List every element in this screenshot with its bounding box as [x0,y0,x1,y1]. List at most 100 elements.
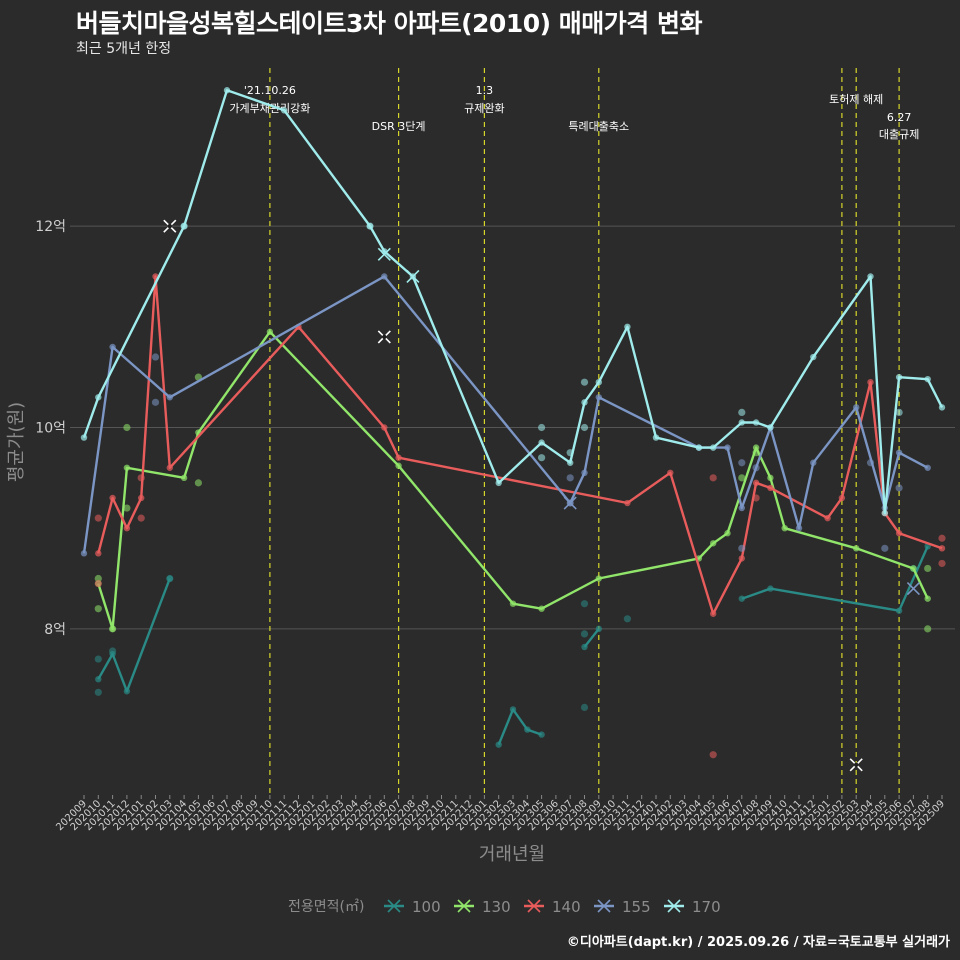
data-point [738,419,745,426]
data-point [895,373,903,381]
marker-center [854,762,859,767]
data-point [595,575,602,582]
legend-swatch-x [387,899,401,913]
series-line [97,578,171,693]
data-point [595,378,602,386]
data-point [381,424,388,431]
data-point [366,222,374,230]
series-line [497,708,542,746]
data-point [94,655,102,663]
data-point [710,610,717,617]
marker-center [167,223,172,229]
data-point [938,559,946,568]
series-layer [80,87,946,772]
data-point [866,459,875,467]
data-point [767,585,774,592]
series-line [82,89,944,515]
data-point [767,424,774,431]
data-point [123,524,131,532]
series-line [741,545,929,612]
data-point [166,394,173,401]
event-label: 특례대출축소 [568,120,629,133]
data-point [824,514,831,522]
x-axis-label: 거래년월 [479,844,545,865]
data-point [566,449,574,457]
data-point [137,474,145,482]
data-point [924,595,931,602]
data-point [795,524,803,532]
data-point [95,550,102,557]
y-tick-label: 8억 [44,622,66,638]
data-point [581,469,588,477]
data-point [895,408,903,416]
data-point [738,555,745,562]
data-point [138,494,145,502]
data-point [538,454,546,462]
marker-stroke [563,496,577,510]
data-point [581,643,588,651]
data-point [194,479,202,487]
data-point [710,540,717,547]
data-point [580,630,589,638]
data-point [738,504,745,512]
event-label: 토허제 해제 [829,92,883,106]
legend-label: 140 [552,898,581,916]
data-point [895,484,903,492]
data-point [938,404,946,411]
data-point [538,439,545,446]
data-point [867,273,874,280]
data-point [752,479,760,487]
data-point [180,222,188,230]
data-point [595,625,602,633]
data-point [109,625,117,633]
data-point [566,474,574,482]
cancel-marker [163,219,177,233]
data-point [109,494,116,502]
data-point [738,459,746,467]
data-point [123,504,131,512]
data-point [123,464,131,471]
data-point [624,499,631,507]
data-point [281,107,288,114]
data-point [109,343,116,351]
data-point [223,87,231,94]
data-point [151,398,160,406]
data-point [910,565,917,572]
data-point [266,328,274,336]
series-100 [94,543,931,748]
data-point [381,273,388,280]
data-point [695,444,703,451]
data-point [752,464,760,472]
data-point [752,494,760,502]
data-point [123,423,131,432]
data-point [924,375,931,383]
data-point [94,514,102,522]
event-label: 대출규제 [879,128,919,141]
grid-lines [70,225,955,630]
data-point [180,474,188,482]
data-point [881,509,888,517]
data-point [738,474,746,482]
data-point [94,574,102,583]
data-point [509,706,517,713]
data-point [137,514,145,522]
data-point [623,615,632,623]
legend-swatch-x [667,899,681,913]
data-point [938,534,946,542]
data-point [595,394,602,401]
data-point [95,394,102,401]
data-point [166,464,173,471]
chart-title: 버들치마을성복힐스테이트3차 아파트(2010) 매매가격 변화 [76,9,702,38]
cancel-marker [849,758,863,772]
legend-item-100: 100 [384,898,441,916]
legend-title: 전용면적(㎡) [288,899,364,915]
data-point [752,419,760,426]
event-label: 규제완화 [464,102,504,115]
event-label: 6.27 [887,111,912,124]
data-point [580,600,589,608]
data-point [895,449,903,456]
data-point [853,545,860,552]
data-point [581,399,588,406]
data-point [80,550,88,557]
